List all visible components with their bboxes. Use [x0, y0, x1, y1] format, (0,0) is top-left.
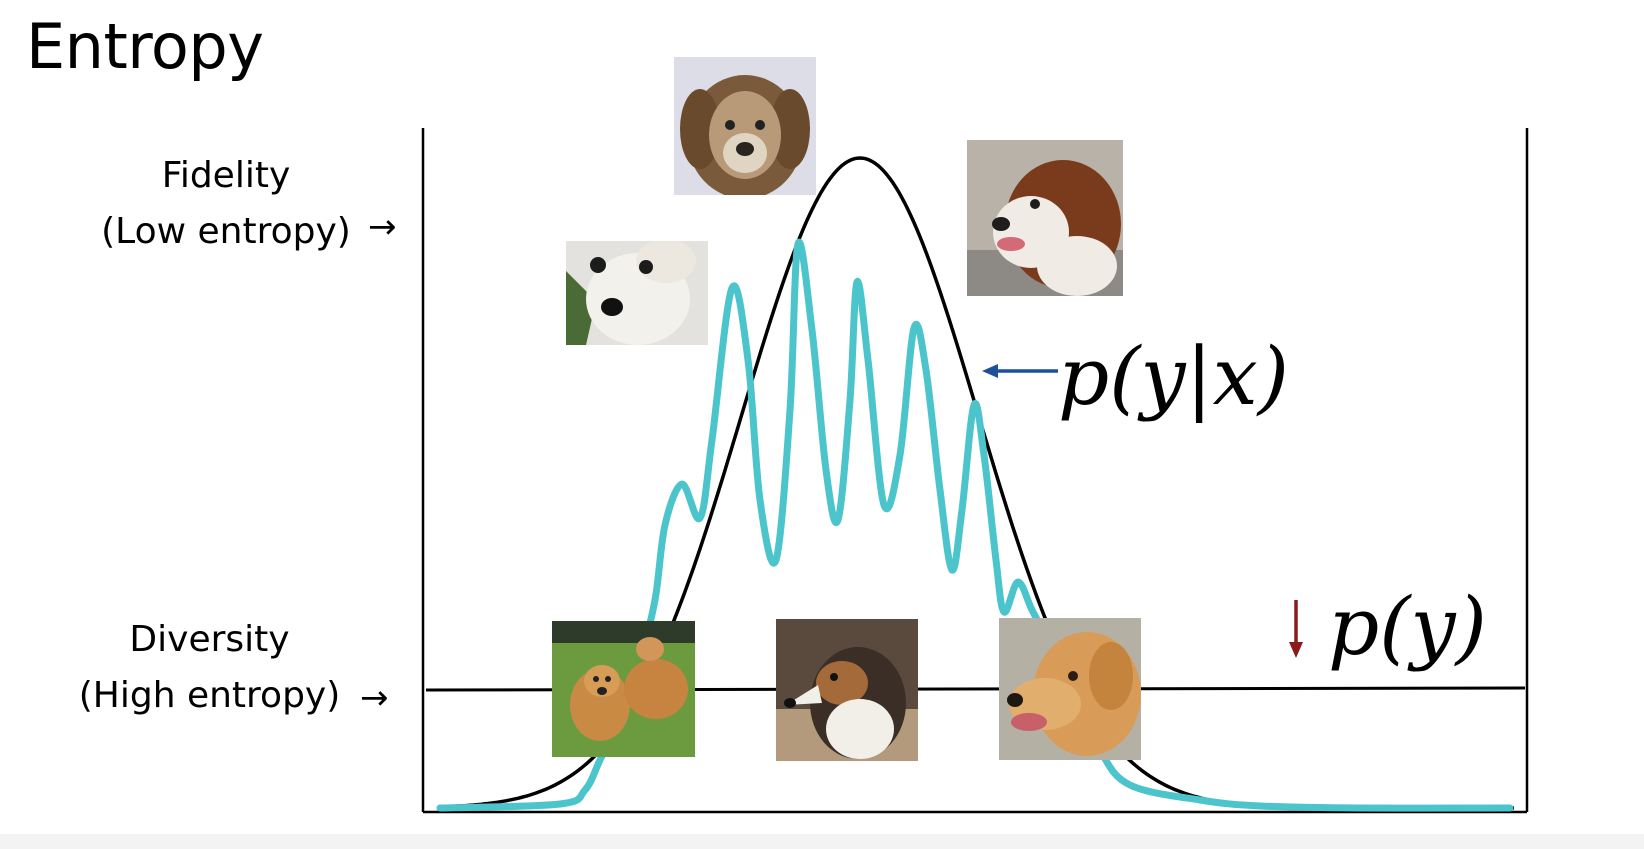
down-arrow-icon: [1289, 600, 1303, 658]
fidelity-label-group: Fidelity (Low entropy): [96, 148, 356, 260]
sheltie-photo: [776, 619, 918, 761]
saint-bernard-photo: [967, 140, 1123, 296]
marginal-probability-label: p(y): [1328, 580, 1487, 673]
slide-title: Entropy: [26, 10, 264, 83]
fidelity-label: Fidelity: [161, 155, 291, 196]
bottom-strip: [0, 834, 1644, 849]
golden-retriever-profile-photo: [999, 618, 1141, 760]
conditional-probability-label: p(y|x): [1058, 330, 1289, 423]
diversity-label: Diversity: [129, 619, 290, 660]
diversity-sub-label: (High entropy): [78, 674, 341, 716]
fidelity-arrow-icon: →: [368, 207, 397, 247]
diversity-label-group: Diversity (High entropy): [72, 612, 347, 724]
diversity-arrow-icon: →: [360, 678, 389, 718]
golden-retriever-senior-photo: [674, 57, 816, 195]
fidelity-sub-label: (Low entropy): [101, 210, 351, 252]
two-golden-retrievers-photo: [552, 621, 695, 757]
white-dog-photo: [566, 241, 708, 345]
pointer-arrow-icon: [982, 364, 1058, 378]
